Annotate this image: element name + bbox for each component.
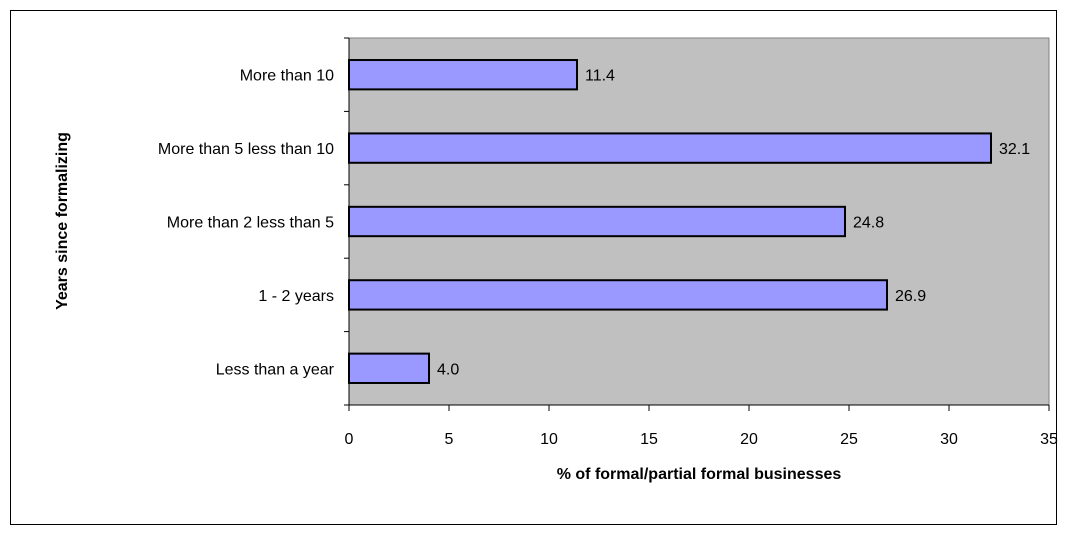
bars xyxy=(348,59,992,384)
x-tick-label: 5 xyxy=(445,431,454,448)
bar xyxy=(348,59,578,91)
category-label: More than 10 xyxy=(240,68,334,85)
category-labels: Less than a year 1 - 2 years More than 2 l… xyxy=(158,68,335,379)
x-tick-label: 10 xyxy=(540,431,558,448)
x-tick-label: 35 xyxy=(1040,431,1058,448)
bar-value-label: 4.0 xyxy=(437,361,459,378)
y-axis-title: Years since formalizing xyxy=(54,132,71,310)
x-tick-label: 25 xyxy=(840,431,858,448)
category-label: Less than a year xyxy=(216,361,335,378)
value-labels: 4.0 26.9 24.8 32.1 11.4 xyxy=(437,68,1030,379)
y-axis-ticks xyxy=(344,37,349,406)
bar xyxy=(348,279,888,311)
category-label: 1 - 2 years xyxy=(258,288,334,305)
bar-value-label: 32.1 xyxy=(999,141,1030,158)
x-axis-ticks: 0 5 10 15 20 25 30 35 xyxy=(345,405,1058,448)
bar xyxy=(348,132,992,164)
bar-value-label: 26.9 xyxy=(895,288,926,305)
bar-value-label: 24.8 xyxy=(853,215,884,232)
bar-value-label: 11.4 xyxy=(585,68,615,85)
x-tick-label: 30 xyxy=(940,431,958,448)
bar xyxy=(348,352,430,384)
x-tick-label: 15 xyxy=(640,431,658,448)
bar xyxy=(348,205,846,238)
x-tick-label: 20 xyxy=(740,431,758,448)
category-label: More than 5 less than 10 xyxy=(158,141,334,158)
category-label: More than 2 less than 5 xyxy=(167,215,334,232)
x-axis-title: % of formal/partial formal businesses xyxy=(557,466,842,483)
x-tick-label: 0 xyxy=(345,431,354,448)
